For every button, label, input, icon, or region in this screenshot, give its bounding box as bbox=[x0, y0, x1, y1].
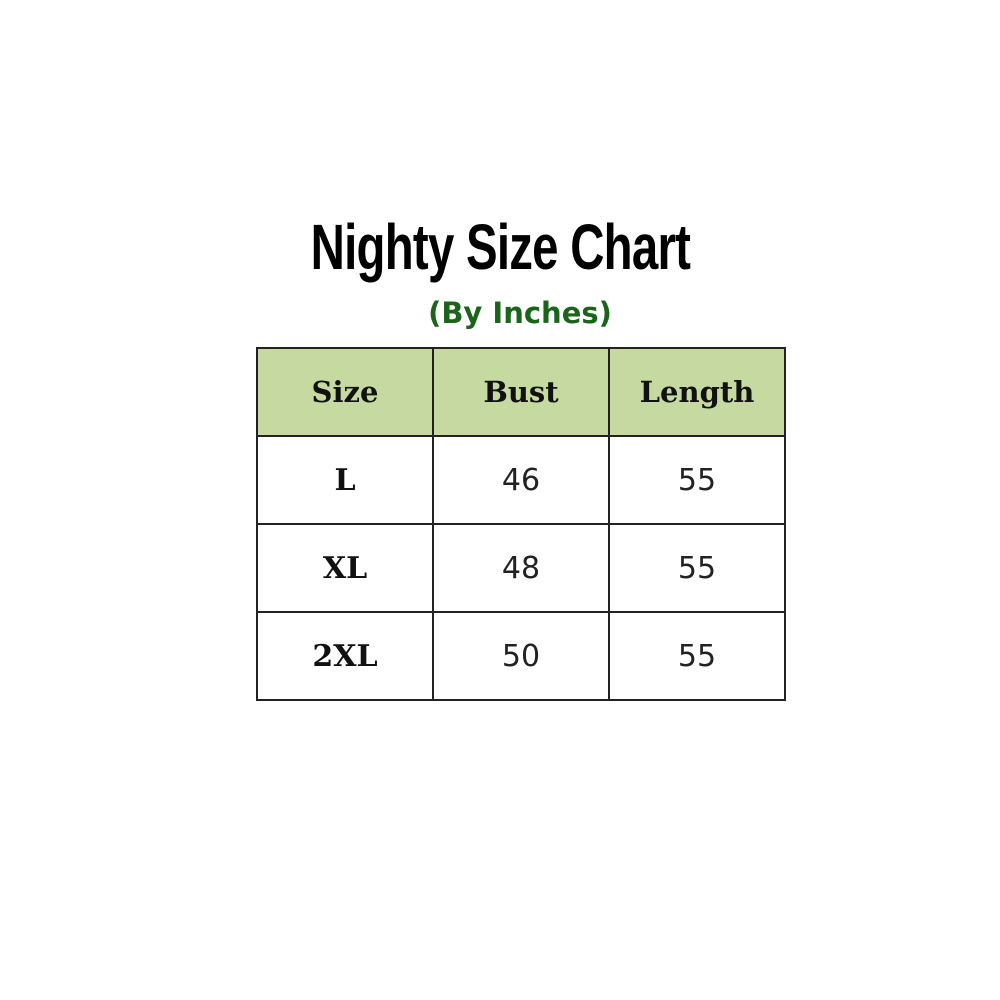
table-row: XL 48 55 bbox=[256, 523, 786, 613]
size-cell: 2XL bbox=[256, 611, 434, 701]
size-cell: L bbox=[256, 435, 434, 525]
bust-cell: 48 bbox=[432, 523, 610, 613]
header-size: Size bbox=[256, 347, 434, 437]
bust-cell: 46 bbox=[432, 435, 610, 525]
page-title: Nighty Size Chart bbox=[0, 210, 1000, 284]
header-bust: Bust bbox=[432, 347, 610, 437]
length-cell: 55 bbox=[608, 435, 786, 525]
size-cell: XL bbox=[256, 523, 434, 613]
table-header-row: Size Bust Length bbox=[256, 347, 786, 437]
title-text: Nighty Size Chart bbox=[310, 211, 690, 283]
size-chart-table: Size Bust Length L 46 55 XL 48 55 2XL 50… bbox=[256, 347, 786, 701]
header-length: Length bbox=[608, 347, 786, 437]
length-cell: 55 bbox=[608, 523, 786, 613]
table-row: L 46 55 bbox=[256, 435, 786, 525]
bust-cell: 50 bbox=[432, 611, 610, 701]
length-cell: 55 bbox=[608, 611, 786, 701]
subtitle: (By Inches) bbox=[428, 296, 612, 330]
table-row: 2XL 50 55 bbox=[256, 611, 786, 701]
